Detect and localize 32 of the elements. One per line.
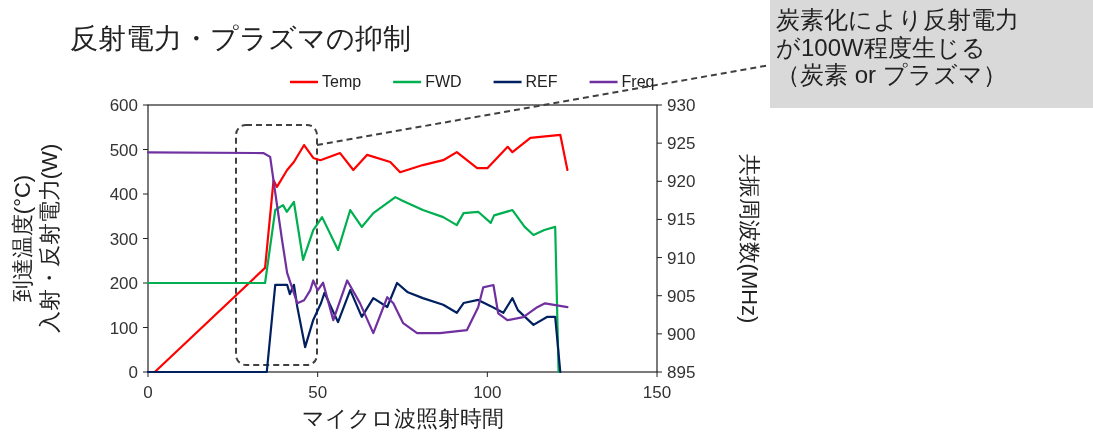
- y-tick-label: 300: [109, 229, 138, 249]
- y2-tick-label: 900: [667, 324, 696, 344]
- y2-tick-label: 915: [667, 210, 696, 230]
- line-series: [146, 196, 560, 374]
- x-axis-title: マイクロ波照射時間: [301, 406, 504, 431]
- y2-tick-label: 930: [667, 96, 696, 115]
- legend-label: Temp: [322, 73, 362, 90]
- legend-label: Freq: [621, 73, 655, 90]
- y-tick-label: 500: [109, 140, 138, 160]
- chart-title: 反射電力・プラズマの抑制: [70, 23, 411, 54]
- line-series: [146, 281, 562, 374]
- x-tick-label: 150: [642, 383, 672, 402]
- line-series: [146, 151, 569, 335]
- x-tick-label: 50: [308, 383, 328, 402]
- y2-tick-label: 910: [667, 248, 696, 268]
- y-tick-label: 200: [109, 274, 138, 293]
- legend-label: FWD: [425, 73, 462, 90]
- line-series: [153, 133, 569, 374]
- x-tick-label: 0: [143, 383, 153, 402]
- y-tick-label: 400: [109, 185, 138, 204]
- legend-label: REF: [525, 73, 558, 90]
- y-axis-title: 到達温度(°C) 入射・反射電力(W): [10, 143, 62, 334]
- text: 炭素化により反射電力が100W程度生じる（炭素 or プラズマ）: [776, 6, 1019, 89]
- y2-tick-label: 920: [667, 172, 696, 192]
- y-tick-label: 100: [109, 318, 138, 338]
- y2-tick-label: 895: [667, 363, 696, 382]
- y2-tick-label: 905: [667, 286, 696, 306]
- y2-axis-title: 共振周波数(MHz): [737, 153, 762, 324]
- y2-tick-label: 925: [667, 134, 696, 154]
- x-tick-label: 100: [473, 383, 502, 402]
- y-tick-label: 600: [109, 96, 138, 115]
- y-tick-label: 0: [128, 363, 138, 382]
